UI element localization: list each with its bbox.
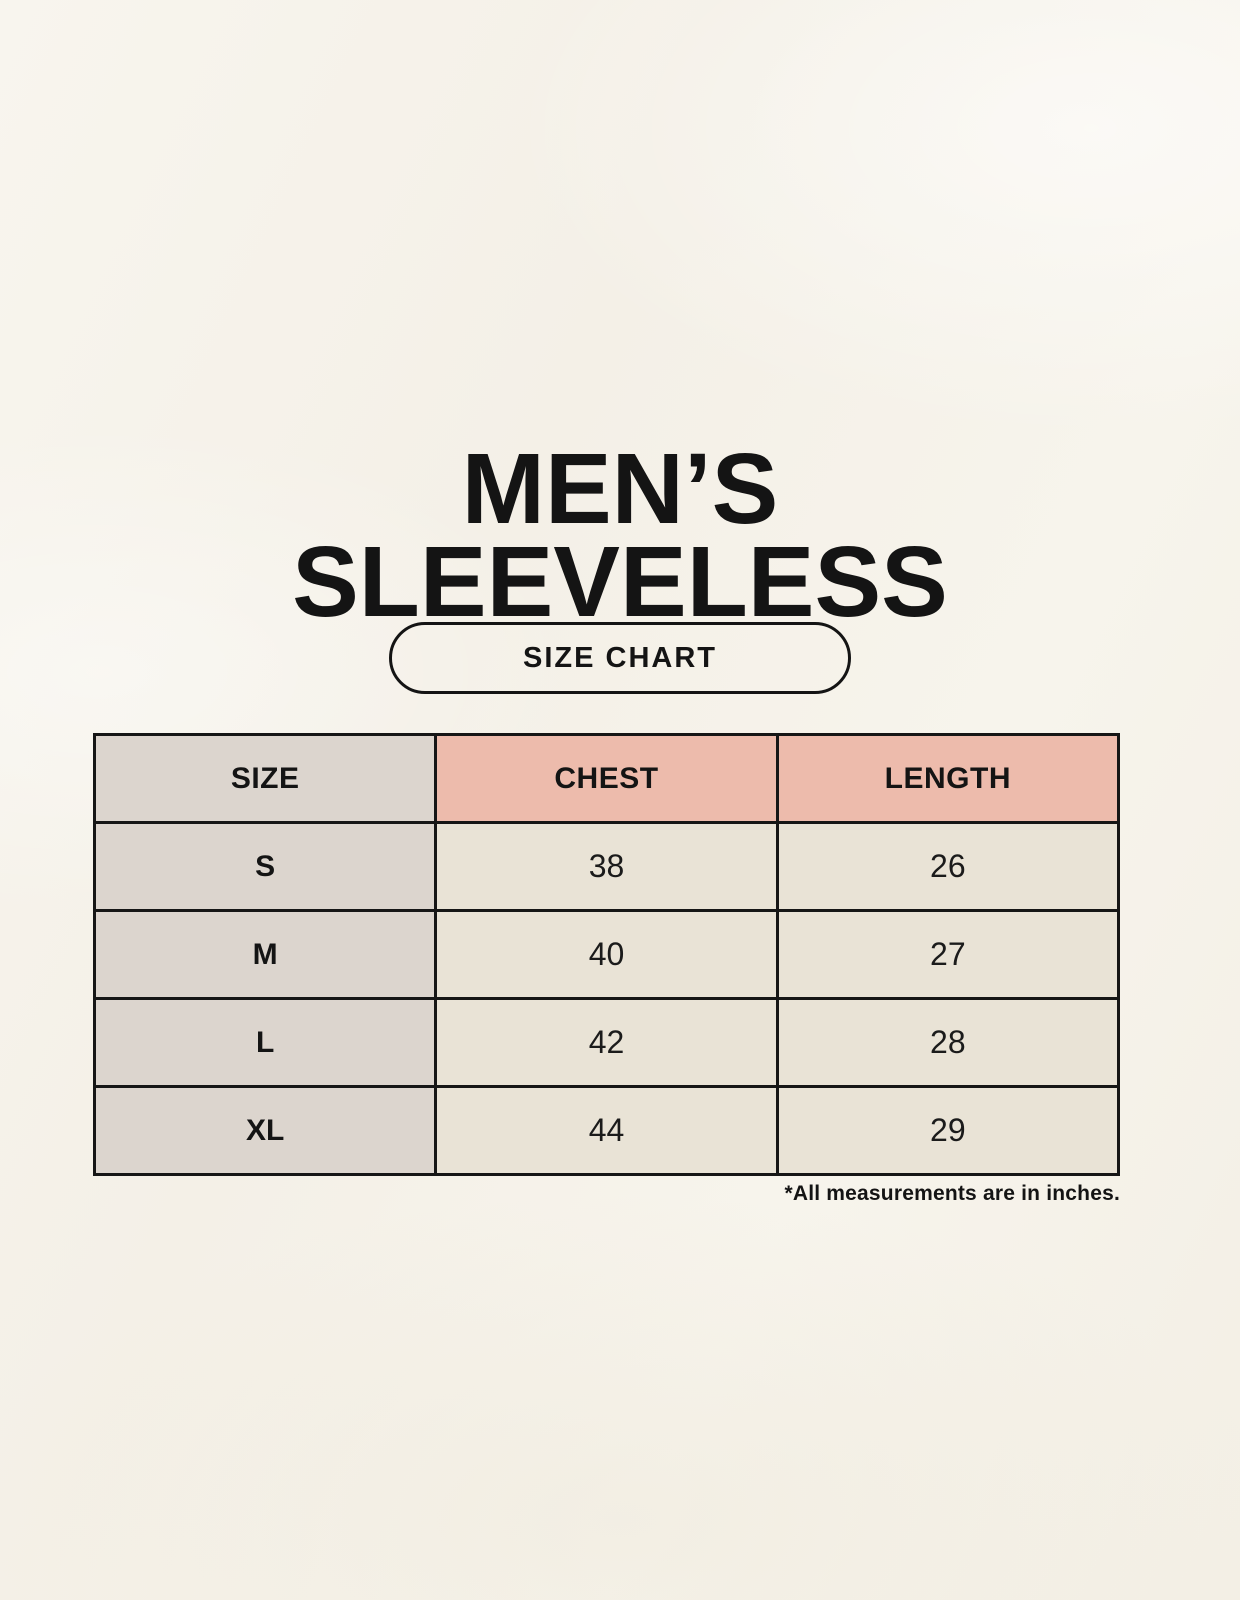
chest-value-m: 40 — [434, 909, 779, 1000]
page-title-line-2: SLEEVELESS — [292, 526, 948, 638]
length-value-m: 27 — [775, 909, 1121, 1000]
measurements-footnote: *All measurements are in inches. — [784, 1182, 1120, 1205]
table-row: L 42 28 — [92, 997, 1121, 1088]
header-cell-length: LENGTH — [775, 733, 1121, 824]
table-row: S 38 26 — [92, 821, 1121, 912]
page-title: MEN’S SLEEVELESS — [0, 433, 1240, 638]
chest-value-xl: 44 — [434, 1085, 779, 1176]
size-chart-badge[interactable]: SIZE CHART — [389, 622, 851, 694]
size-label-s: S — [92, 821, 438, 912]
size-label-m: M — [92, 909, 438, 1000]
table-row: XL 44 29 — [92, 1085, 1121, 1176]
size-label-l: L — [92, 997, 438, 1088]
size-chart-table: SIZE CHEST LENGTH S 38 26 M 40 27 L 42 2… — [92, 733, 1121, 1176]
length-value-xl: 29 — [775, 1085, 1121, 1176]
size-label-xl: XL — [92, 1085, 438, 1176]
length-value-s: 26 — [775, 821, 1121, 912]
page-title-line-1: MEN’S — [461, 433, 779, 545]
header-cell-chest: CHEST — [434, 733, 779, 824]
length-value-l: 28 — [775, 997, 1121, 1088]
chest-value-s: 38 — [434, 821, 779, 912]
size-chart-badge-label: SIZE CHART — [523, 641, 717, 674]
table-header-row: SIZE CHEST LENGTH — [92, 733, 1121, 824]
header-cell-size: SIZE — [92, 733, 438, 824]
table-row: M 40 27 — [92, 909, 1121, 1000]
chest-value-l: 42 — [434, 997, 779, 1088]
